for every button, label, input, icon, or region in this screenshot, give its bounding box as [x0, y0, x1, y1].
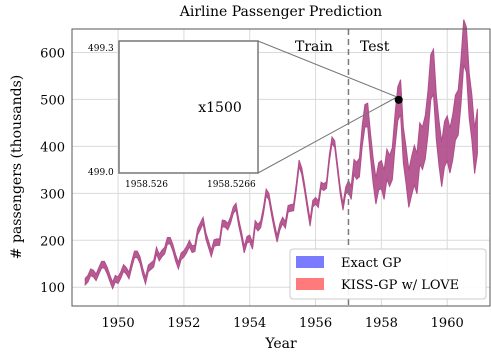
x-axis-label: Year [264, 336, 297, 352]
highlight-point [394, 95, 403, 104]
x-tick-labels: 1950 1952 1954 1956 1958 1960 [102, 316, 464, 331]
legend: Exact GP KISS-GP w/ LOVE [289, 248, 487, 300]
chart-title: Airline Passenger Prediction [179, 4, 382, 20]
x-tick-label: 1958 [365, 316, 398, 331]
x-tick-label: 1960 [431, 316, 464, 331]
y-tick-label: 100 [40, 281, 65, 296]
inset-frame [118, 40, 259, 174]
prediction-band-layer [84, 19, 478, 290]
inset-ybottom-label: 499.0 [88, 168, 114, 178]
test-annotation: Test [360, 39, 390, 55]
y-tick-labels: 100 200 300 400 500 600 [40, 46, 65, 296]
y-tick-label: 600 [40, 46, 65, 61]
legend-label-exact-gp: Exact GP [341, 256, 402, 271]
plot-frame [71, 28, 491, 307]
zoom-inset: x1500 499.3 499.0 1958.526 1958.5266 [88, 40, 259, 190]
train-annotation: Train [295, 39, 333, 55]
x-tick-label: 1950 [102, 316, 135, 331]
x-tick-label: 1952 [167, 316, 200, 331]
inset-xright-label: 1958.5266 [207, 180, 256, 190]
y-tick-label: 200 [40, 234, 65, 249]
x-tick-label: 1954 [233, 316, 266, 331]
legend-label-kiss-gp: KISS-GP w/ LOVE [341, 278, 459, 293]
y-tick-label: 500 [40, 93, 65, 108]
zoom-connector-top [257, 40, 398, 98]
zoom-connector-bottom [257, 96, 398, 174]
legend-swatch-kiss-gp [296, 278, 324, 290]
inset-ytop-label: 499.3 [88, 44, 114, 54]
prediction-band [84, 19, 478, 290]
y-tick-label: 300 [40, 187, 65, 202]
x-tick-label: 1956 [299, 316, 332, 331]
inset-zoom-label: x1500 [198, 100, 242, 116]
y-tick-label: 400 [40, 140, 65, 155]
inset-xleft-label: 1958.526 [125, 180, 168, 190]
legend-frame [289, 248, 487, 300]
y-axis-label: # passengers (thousands) [9, 75, 25, 259]
legend-swatch-exact-gp [296, 256, 324, 268]
